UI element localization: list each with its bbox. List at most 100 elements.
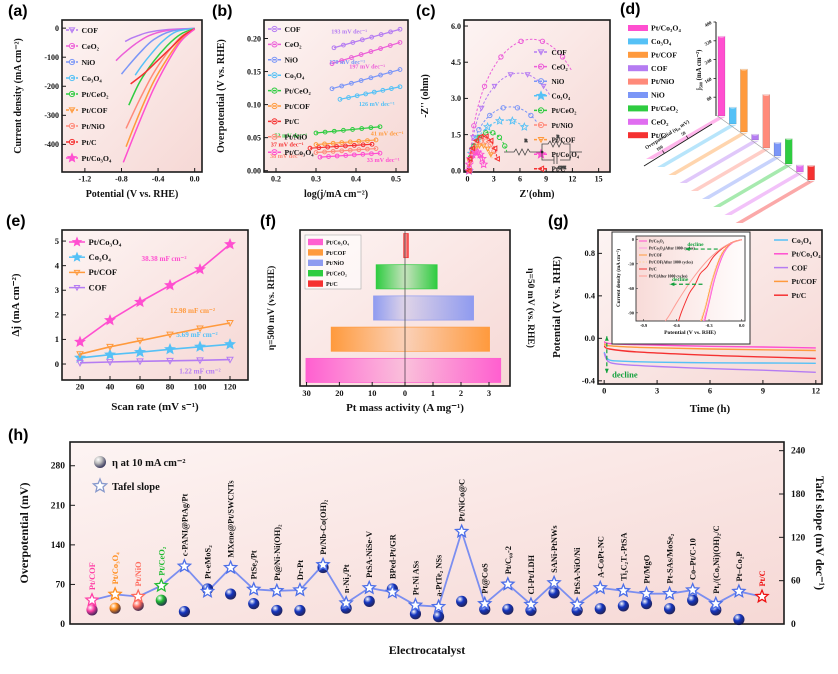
eta-sphere — [456, 595, 468, 607]
panel-f: (f) 30 20 10 0 1 2 3 Pt mass activity (A mg⁻¹) η… — [260, 213, 544, 426]
inset-legend-label: Pt/Co₃O₄ — [649, 240, 665, 244]
right-tick-label: 60 — [791, 577, 801, 587]
axes: 20 40 60 80 100 120 0 1 2 3 4 5 — [55, 236, 237, 392]
decline-label: decline — [612, 370, 638, 380]
panel-a: (a) -1.2 -0.8 -0.4 0.0 0 -100 -200 -300 -400 Pote… — [8, 3, 208, 214]
tafel-star — [222, 559, 239, 575]
legend-label: Co₃O₄ — [82, 74, 103, 83]
triangle-marker — [487, 137, 494, 144]
marker — [313, 150, 319, 155]
tafel-star — [176, 558, 193, 573]
tafel-star — [569, 596, 585, 612]
panel-g-chart: 0 3 6 9 12 -0.4 0.0 0.4 0.8 Time (h) Potential (V … — [551, 229, 823, 415]
marker — [498, 54, 504, 60]
x-axis-label: Scan rate (mV s⁻¹) — [111, 401, 199, 413]
triangle-marker — [493, 155, 500, 162]
z-axis-label: j₅₀₀ (mA cm⁻²) — [696, 50, 703, 92]
series-Co₃O₄ — [134, 27, 195, 76]
inset-series-Pt/C — [678, 239, 742, 322]
marker — [351, 142, 357, 148]
marker — [68, 74, 76, 82]
marker — [482, 138, 489, 144]
legend-label: Pt/COF — [89, 267, 118, 277]
right-tick-label: 240 — [791, 447, 806, 457]
y-tick-label: 0.20 — [247, 34, 261, 43]
x-tick-label: 6 — [708, 387, 712, 396]
star-marker — [478, 159, 489, 169]
legend-label: Pt/CeO₂ — [82, 90, 110, 99]
tafel-star — [546, 574, 562, 590]
catalyst-label: Pt₁/(Co,Ni)(OH)₂/C — [712, 525, 721, 594]
legend-label: Pt/NiO — [82, 122, 105, 131]
catalyst-label: n-Ni₂/Pt — [342, 564, 351, 593]
entry-MXene@Pt/SWCNTs: MXene@Pt/SWCNTs — [222, 480, 239, 600]
inset-y-label: Current density (mA cm⁻²) — [616, 249, 622, 307]
legend-swatch — [308, 270, 323, 277]
star-marker — [507, 115, 518, 125]
legend-label: Co₃O₄ — [651, 37, 672, 46]
marker — [360, 151, 366, 157]
marker — [325, 144, 331, 150]
cdl-annotation: 5.69 mF cm⁻² — [176, 331, 217, 339]
marker — [271, 56, 278, 63]
y-axis-label: -Z'' (ohm) — [420, 74, 431, 118]
entry-Pt/Nb-Co(OH)₂: Pt/Nb-Co(OH)₂ — [315, 499, 331, 574]
marker — [369, 34, 375, 40]
eta-sphere — [548, 587, 560, 599]
marker — [378, 32, 384, 37]
legend-label: CeO₂ — [651, 117, 669, 126]
axes: 0 3 6 9 12 15 0.0 1.5 3.0 4.5 6.0 — [451, 22, 603, 184]
marker — [369, 151, 374, 157]
legend: Pt/Co₃O₄ Co₃O₄ Pt/COF COF — [69, 236, 122, 292]
bar-Pt/NiO — [762, 94, 771, 149]
x-tick-label: 20 — [335, 389, 343, 398]
legend-label: CeO₂ — [285, 40, 303, 49]
legend-swatch — [628, 38, 648, 45]
legend-label: COF — [651, 64, 668, 73]
entry-Pt/COF: Pt/COF — [84, 562, 100, 616]
y-tick-label: -200 — [44, 82, 59, 91]
tafel-slope-annotation: 41 mV dec⁻¹ — [371, 131, 404, 138]
catalyst-label: c-PANI@PtAg/Pt — [180, 493, 189, 556]
eta-sphere — [109, 602, 121, 614]
panel-d-label: (d) — [620, 1, 641, 18]
marker — [351, 152, 357, 158]
lsv-inset: -0.9 -0.6 -0.3 0.0 0 -30 -60 -90 Potential (V vs… — [611, 231, 751, 345]
series-COF: 193 mV dec⁻¹ — [331, 26, 403, 51]
x-tick-label: -0.4 — [152, 175, 165, 184]
marker — [363, 91, 369, 97]
inset-x-tick: 0.0 — [739, 323, 745, 328]
y-tick-label: 4 — [55, 260, 60, 270]
marker — [358, 78, 364, 83]
eta-sphere — [617, 600, 629, 612]
star-marker — [224, 237, 236, 250]
marker — [307, 145, 313, 151]
marker — [68, 42, 76, 50]
ribbon-Pt/COF — [668, 133, 748, 175]
tafel-star — [130, 588, 146, 604]
eta-sphere — [294, 604, 306, 617]
cdl-annotation: 12.98 mF cm⁻² — [170, 307, 215, 315]
eta-sphere — [363, 595, 375, 607]
triangle-marker — [507, 72, 514, 78]
legend-label: Pt/COF — [792, 277, 818, 286]
decline-annotation: decline — [604, 336, 638, 380]
eta-sphere — [663, 603, 676, 615]
y-tick-label: 0.15 — [247, 67, 261, 76]
marker — [334, 144, 339, 149]
catalyst-label: Dr-Pt — [296, 560, 305, 580]
legend-label: Pt/Co₃O₄ — [82, 154, 112, 163]
series-Pt/C — [465, 133, 500, 174]
marker — [514, 105, 521, 111]
triangle-marker — [540, 83, 547, 90]
legend-label: Pt/Co₃O₄ — [792, 250, 822, 259]
series-Co₃O₄: 5.69 mF cm⁻² — [74, 331, 236, 363]
legend: COF CeO₂ NiO Co₃O₄ Pt/CeO₂ Pt/NiO Pt/COF Pt/Co₃… — [534, 49, 580, 174]
eta-sphere — [271, 604, 283, 617]
entry-c-PANI@PtAg/Pt: c-PANI@PtAg/Pt — [176, 493, 193, 618]
catalyst-label: PtSA-NiSe-V — [365, 531, 374, 578]
y-tick-label: 3.0 — [451, 94, 461, 103]
x-tick-label: -1.2 — [79, 175, 92, 184]
entry-Pt@Ni-Ni(OH)₂: Pt@Ni-Ni(OH)₂ — [269, 524, 285, 617]
